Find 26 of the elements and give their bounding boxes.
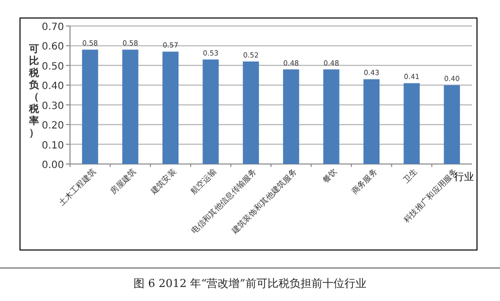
y-tick-label: 0.60: [42, 42, 64, 53]
y-tick-label: 0.70: [42, 22, 64, 33]
x-tick-label: 商务服务: [350, 167, 379, 196]
bar: [444, 85, 460, 164]
bar: [162, 52, 179, 164]
y-tick-label: 0.30: [42, 100, 64, 112]
x-tick-label: 餐饮: [321, 167, 339, 185]
y-tick-label: 0.40: [42, 81, 64, 92]
bar: [82, 50, 98, 164]
bar: [202, 60, 219, 164]
bar: [323, 69, 340, 164]
x-tick-label: 卫生: [401, 167, 420, 185]
bar: [122, 50, 138, 164]
bar: [363, 79, 380, 164]
x-axis-title: 行业: [454, 171, 474, 183]
y-tick-label: 0.20: [42, 120, 64, 132]
x-tick-label: 航空运输: [189, 167, 218, 196]
x-tick-label: 房屋建筑: [108, 167, 138, 196]
y-axis-title: 可比税负（税率）: [28, 44, 40, 139]
bar: [283, 69, 300, 164]
x-tick-label: 建筑安装: [148, 167, 178, 197]
y-tick-label: 0.10: [42, 140, 64, 152]
bar: [404, 83, 420, 164]
bar: [242, 61, 259, 164]
y-tick-label: 0.50: [42, 61, 64, 72]
caption: 图 6 2012 年“营改增”前可比税负担前十位行业: [134, 277, 366, 290]
